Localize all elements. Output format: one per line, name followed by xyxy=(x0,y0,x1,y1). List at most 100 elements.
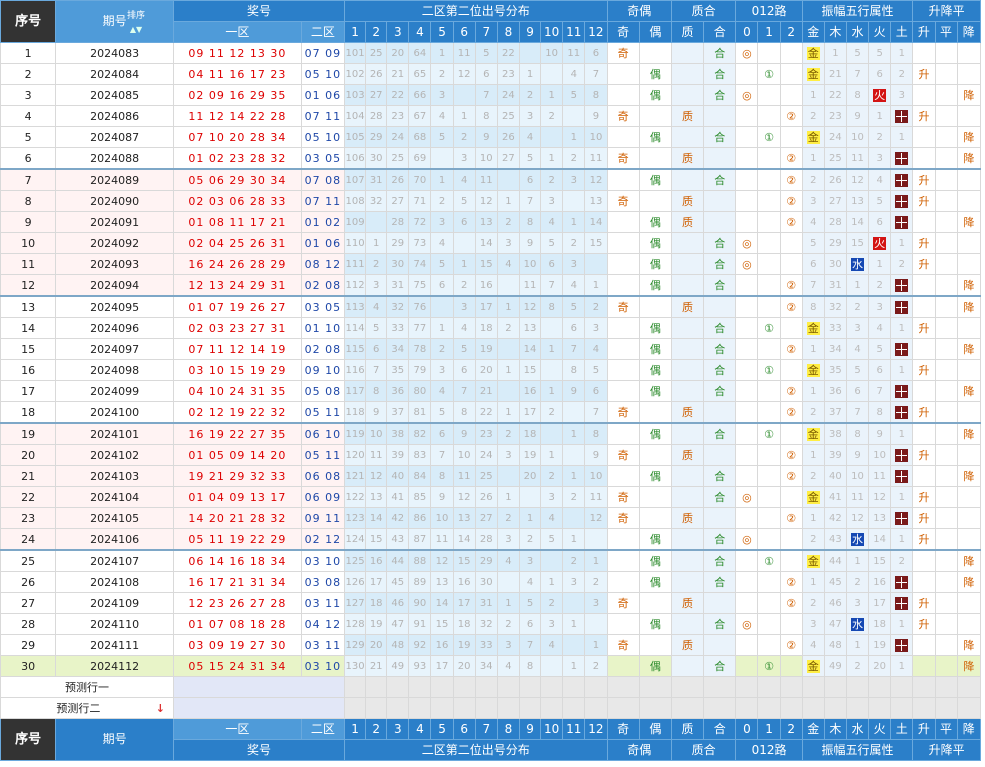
prediction-cell[interactable] xyxy=(606,697,640,719)
dist-cell: 68 xyxy=(408,126,432,148)
prediction-cell[interactable] xyxy=(408,697,432,719)
dist-cell: 7 xyxy=(540,274,564,297)
pz-mark: 合 xyxy=(714,490,726,504)
dropdown-arrow-icon[interactable]: ↓ xyxy=(155,701,165,715)
wx-cell: 5 xyxy=(845,42,870,64)
dist-cell: 29 xyxy=(365,126,388,148)
prediction-cell[interactable] xyxy=(540,676,564,698)
prediction-cell[interactable] xyxy=(474,676,498,698)
prediction-cell[interactable] xyxy=(430,697,454,719)
dist-miss-count: 1 xyxy=(505,364,512,376)
prediction-cell[interactable] xyxy=(386,697,410,719)
prediction-cell[interactable] xyxy=(452,697,476,719)
prediction-cell[interactable] xyxy=(956,676,982,698)
dist-miss-count: 101 xyxy=(345,47,365,59)
road-mark: ① xyxy=(764,67,774,81)
wx-miss-count: 33 xyxy=(829,323,842,334)
prediction-cell[interactable] xyxy=(365,676,388,698)
oe-cell xyxy=(638,486,672,508)
prediction-cell[interactable] xyxy=(801,676,825,698)
prediction-label[interactable]: 预测行一 xyxy=(0,676,174,698)
prediction-cell[interactable] xyxy=(735,676,759,698)
prediction-cell[interactable] xyxy=(868,697,892,719)
prediction-input[interactable] xyxy=(172,676,346,698)
dist-miss-count: 11 xyxy=(523,279,537,291)
prediction-cell[interactable] xyxy=(474,697,498,719)
dist-miss-count: 12 xyxy=(523,301,537,313)
prediction-cell[interactable] xyxy=(956,697,982,719)
prediction-cell[interactable] xyxy=(845,676,870,698)
wx-cell: 44 xyxy=(823,549,847,572)
prediction-cell[interactable] xyxy=(912,697,936,719)
sort-button[interactable]: 排序 ▲▼ xyxy=(127,7,145,34)
dist-miss-count: 89 xyxy=(413,576,427,588)
trend-cell: 降 xyxy=(956,274,982,297)
prediction-cell[interactable] xyxy=(344,697,367,719)
prediction-cell[interactable] xyxy=(703,697,737,719)
prediction-cell[interactable] xyxy=(890,676,914,698)
prediction-cell[interactable] xyxy=(386,676,410,698)
prediction-cell[interactable] xyxy=(670,676,705,698)
prediction-cell[interactable] xyxy=(344,676,367,698)
prediction-cell[interactable] xyxy=(430,676,454,698)
prediction-cell[interactable] xyxy=(606,676,640,698)
prediction-cell[interactable] xyxy=(845,697,870,719)
dist-miss-count: 2 xyxy=(505,428,512,440)
wx-cell: 1 xyxy=(845,634,870,656)
tu-icon xyxy=(895,639,909,652)
prediction-cell[interactable] xyxy=(365,697,388,719)
prediction-cell[interactable] xyxy=(408,676,432,698)
prediction-cell[interactable] xyxy=(518,697,542,719)
prediction-input[interactable] xyxy=(172,697,346,719)
row-period: 2024100 xyxy=(55,401,174,424)
dist-miss-count: 37 xyxy=(391,406,405,418)
prediction-cell[interactable] xyxy=(779,676,803,698)
zone2-header: 二区 xyxy=(300,21,346,43)
dist-cell: 3 xyxy=(518,549,542,572)
prediction-cell[interactable] xyxy=(540,697,564,719)
prediction-cell[interactable] xyxy=(562,676,586,698)
prediction-cell[interactable] xyxy=(934,697,958,719)
dist-cell: 116 xyxy=(344,359,367,381)
prediction-cell[interactable] xyxy=(912,676,936,698)
prediction-cell[interactable] xyxy=(890,697,914,719)
prediction-cell[interactable] xyxy=(703,676,737,698)
prediction-cell[interactable] xyxy=(638,697,672,719)
prediction-cell[interactable] xyxy=(934,676,958,698)
trend-cell: 升 xyxy=(912,401,936,424)
trend-cell: 升 xyxy=(912,317,936,339)
prediction-cell[interactable] xyxy=(518,676,542,698)
prediction-cell[interactable] xyxy=(735,697,759,719)
prediction-cell[interactable] xyxy=(670,697,705,719)
trend-col-header: 降 xyxy=(956,718,982,740)
oe-cell xyxy=(606,528,640,551)
prediction-cell[interactable] xyxy=(496,697,520,719)
prediction-cell[interactable] xyxy=(452,676,476,698)
prediction-cell[interactable] xyxy=(496,676,520,698)
road-mark: ② xyxy=(786,405,797,419)
prediction-cell[interactable] xyxy=(779,697,803,719)
trend-cell xyxy=(934,295,958,318)
prediction-cell[interactable] xyxy=(638,676,672,698)
prediction-cell[interactable] xyxy=(823,676,847,698)
period-header[interactable]: 期号 排序 ▲▼ xyxy=(55,0,174,43)
prediction-cell[interactable] xyxy=(562,697,586,719)
prediction-label[interactable]: 预测行二 ↓ xyxy=(0,697,174,719)
dist-miss-count: 1 xyxy=(592,639,600,651)
dist-cell: 26 xyxy=(474,486,498,508)
trend-cell xyxy=(934,592,958,614)
prediction-cell[interactable] xyxy=(868,676,892,698)
dist-cell: 4 xyxy=(430,105,454,127)
oe-cell xyxy=(638,105,672,127)
dist-miss-count: 14 xyxy=(479,237,493,249)
road-mark: ① xyxy=(764,321,774,335)
prediction-cell[interactable] xyxy=(757,676,781,698)
dist-cell: 110 xyxy=(344,232,367,254)
prediction-cell[interactable] xyxy=(757,697,781,719)
prediction-cell[interactable] xyxy=(823,697,847,719)
prediction-cell[interactable] xyxy=(584,676,608,698)
prediction-cell[interactable] xyxy=(801,697,825,719)
prediction-cell[interactable] xyxy=(584,697,608,719)
row-seq: 25 xyxy=(0,549,57,572)
dist-miss-count: 44 xyxy=(391,555,405,567)
